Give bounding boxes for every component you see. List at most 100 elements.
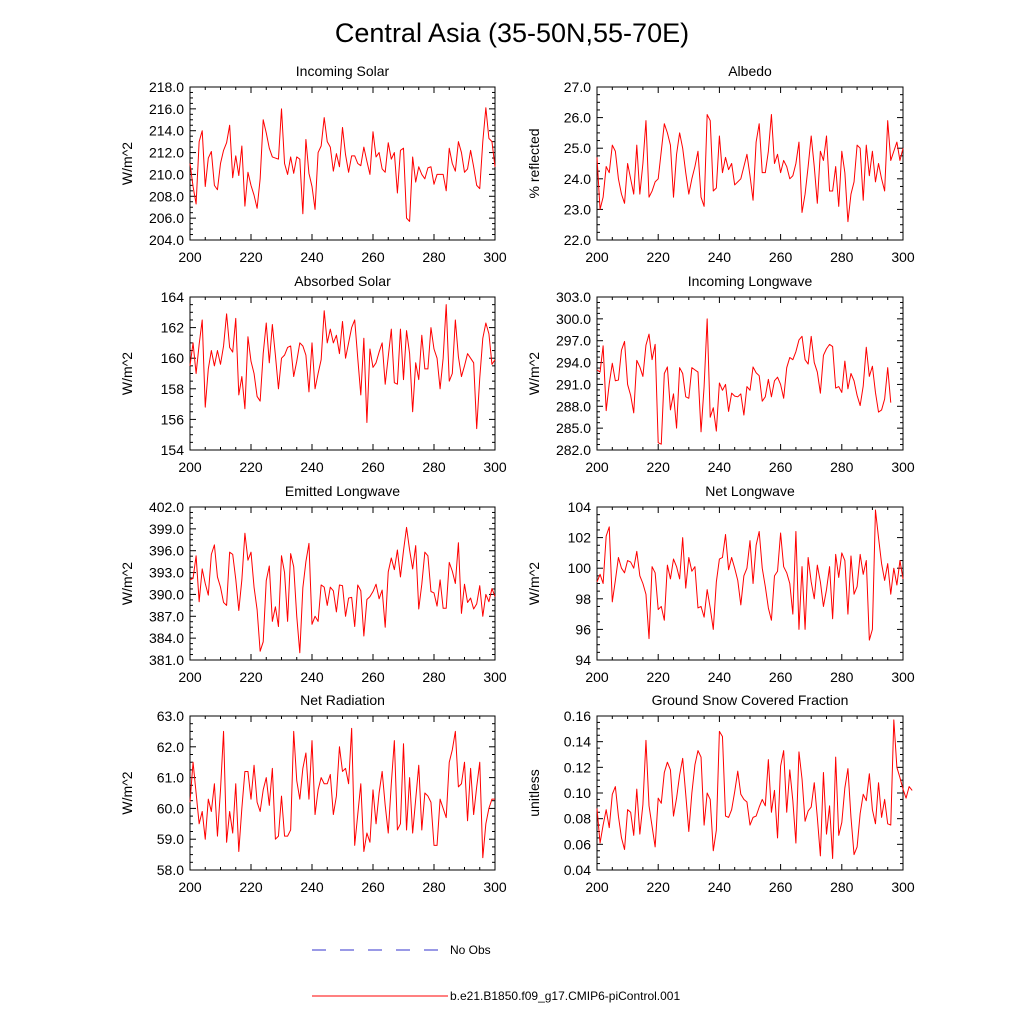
y-tick-label: 26.0: [564, 110, 591, 126]
y-tick-label: 300.0: [556, 311, 591, 327]
y-axis-label: W/m^2: [119, 771, 135, 814]
x-tick-label: 280: [830, 459, 854, 475]
y-tick-label: 96: [575, 621, 591, 637]
x-tick-label: 260: [769, 669, 793, 685]
series-line-0: [189, 727, 495, 859]
x-tick-label: 200: [178, 249, 202, 265]
panel-1: Albedo % reflected 200 220 240 260 280 300 22.0 2…: [526, 63, 915, 265]
x-tick-label: 220: [239, 879, 263, 895]
x-tick-label: 280: [830, 249, 854, 265]
y-tick-label: 0.04: [564, 862, 591, 878]
y-tick-label: 282.0: [556, 442, 591, 458]
x-tick-label: 220: [239, 459, 263, 475]
y-tick-label: 0.14: [564, 734, 591, 750]
x-tick-label: 300: [483, 879, 507, 895]
series-line-0: [189, 107, 496, 222]
x-tick-label: 260: [769, 459, 793, 475]
y-tick-label: 22.0: [564, 232, 591, 248]
y-tick-label: 156: [161, 411, 185, 427]
y-tick-label: 297.0: [556, 333, 591, 349]
panel-title: Emitted Longwave: [285, 483, 400, 499]
x-tick-label: 200: [585, 879, 609, 895]
x-tick-label: 280: [422, 249, 446, 265]
x-tick-label: 240: [708, 879, 732, 895]
y-tick-label: 387.0: [149, 608, 184, 624]
series-line-0: [189, 304, 496, 430]
y-tick-label: 399.0: [149, 521, 184, 537]
x-tick-label: 220: [647, 879, 671, 895]
x-tick-label: 260: [769, 879, 793, 895]
series-line-0: [596, 114, 904, 223]
x-tick-label: 280: [422, 459, 446, 475]
x-tick-label: 280: [422, 669, 446, 685]
y-tick-label: 160: [161, 350, 185, 366]
x-tick-label: 240: [300, 879, 324, 895]
y-axis-label: W/m^2: [526, 562, 542, 605]
y-tick-label: 104: [568, 499, 592, 515]
x-tick-label: 220: [239, 249, 263, 265]
x-tick-label: 200: [585, 249, 609, 265]
x-tick-label: 200: [178, 879, 202, 895]
y-tick-label: 59.0: [157, 831, 184, 847]
x-tick-label: 260: [361, 879, 385, 895]
x-tick-label: 260: [361, 669, 385, 685]
legend: No Obs b.e21.B1850.f09_g17.CMIP6-piContr…: [312, 943, 680, 1003]
panel-title: Albedo: [728, 63, 772, 79]
x-tick-label: 240: [300, 459, 324, 475]
x-tick-label: 260: [769, 249, 793, 265]
x-tick-label: 200: [178, 459, 202, 475]
panel-4: Emitted Longwave W/m^2 200 220 240 260 280 300 3…: [119, 483, 507, 685]
x-tick-label: 220: [239, 669, 263, 685]
x-tick-label: 240: [708, 669, 732, 685]
y-tick-label: 218.0: [149, 79, 184, 95]
x-tick-label: 300: [891, 879, 915, 895]
y-tick-label: 154: [161, 442, 185, 458]
x-tick-label: 220: [647, 249, 671, 265]
y-tick-label: 102: [568, 530, 592, 546]
y-tick-label: 162: [161, 320, 185, 336]
y-tick-label: 0.16: [564, 708, 591, 724]
y-tick-label: 303.0: [556, 289, 591, 305]
y-tick-label: 384.0: [149, 630, 184, 646]
panel-title: Net Radiation: [300, 692, 385, 708]
plot-frame: [189, 86, 496, 241]
x-tick-label: 240: [300, 669, 324, 685]
x-tick-label: 200: [585, 459, 609, 475]
y-tick-label: 285.0: [556, 420, 591, 436]
y-tick-label: 0.06: [564, 836, 591, 852]
y-tick-label: 0.10: [564, 785, 591, 801]
y-tick-label: 288.0: [556, 398, 591, 414]
x-tick-label: 280: [830, 879, 854, 895]
y-axis-label: unitless: [526, 769, 542, 816]
x-tick-label: 300: [891, 459, 915, 475]
y-tick-label: 100: [568, 560, 592, 576]
figure-title: Central Asia (35-50N,55-70E): [335, 18, 689, 48]
y-tick-label: 0.12: [564, 759, 591, 775]
panel-5: Net Longwave W/m^2 200 220 240 260 280 300 94 96 9…: [526, 483, 915, 685]
y-tick-label: 61.0: [157, 770, 184, 786]
series-line-0: [596, 318, 892, 445]
y-tick-label: 216.0: [149, 101, 184, 117]
x-tick-label: 300: [891, 669, 915, 685]
y-tick-label: 206.0: [149, 210, 184, 226]
y-tick-label: 0.08: [564, 811, 591, 827]
panel-title: Ground Snow Covered Fraction: [652, 692, 849, 708]
panels-container: Incoming Solar W/m^2 200 220 240 260 280 300 204…: [119, 63, 915, 895]
x-tick-label: 280: [422, 879, 446, 895]
y-tick-label: 27.0: [564, 79, 591, 95]
legend-model-label: b.e21.B1850.f09_g17.CMIP6-piControl.001: [450, 989, 680, 1003]
x-tick-label: 200: [585, 669, 609, 685]
legend-obs-label: No Obs: [450, 943, 491, 957]
y-tick-label: 158: [161, 381, 185, 397]
y-tick-label: 208.0: [149, 188, 184, 204]
y-tick-label: 58.0: [157, 862, 184, 878]
series-line-0: [596, 719, 913, 859]
y-tick-label: 25.0: [564, 140, 591, 156]
x-tick-label: 300: [483, 669, 507, 685]
y-tick-label: 63.0: [157, 708, 184, 724]
y-tick-label: 23.0: [564, 201, 591, 217]
y-tick-label: 60.0: [157, 800, 184, 816]
x-tick-label: 240: [708, 249, 732, 265]
panel-title: Net Longwave: [705, 483, 795, 499]
